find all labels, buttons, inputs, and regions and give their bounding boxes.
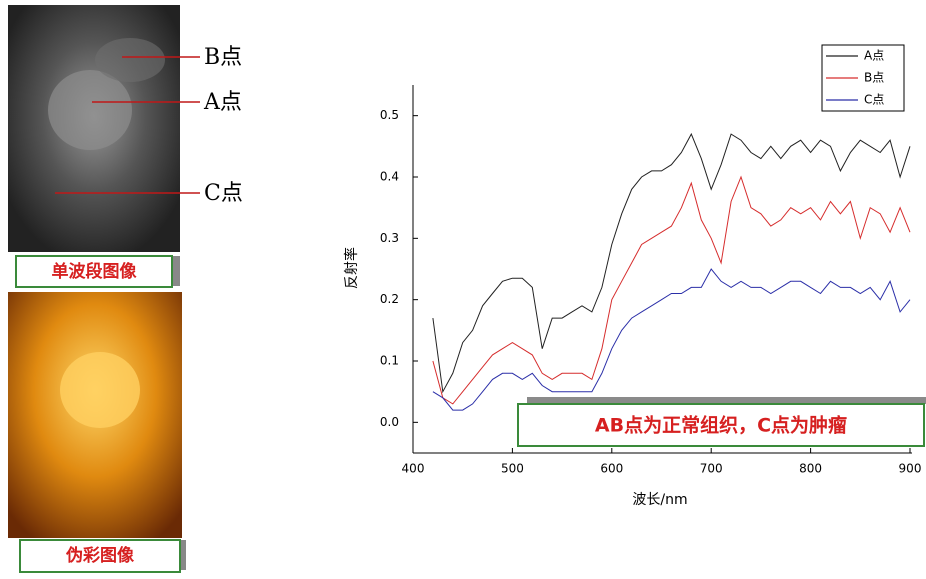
series-line xyxy=(433,269,910,410)
point-label: B点 xyxy=(204,45,242,70)
point-label: A点 xyxy=(203,90,242,115)
series-line xyxy=(433,134,910,392)
y-tick-label: 0.1 xyxy=(380,354,399,368)
y-tick-label: 0.0 xyxy=(380,415,399,429)
caption: 伪彩图像 xyxy=(65,545,135,566)
legend-label: B点 xyxy=(864,71,884,85)
caption-shadow xyxy=(172,256,180,286)
annotation-shadow xyxy=(527,397,926,404)
page: 单波段图像 伪彩图像 B点 A点 C点 波长/nm 反射率 400 500 600 7… xyxy=(0,0,926,579)
pseudo-image-detail xyxy=(60,352,140,428)
point-label: C点 xyxy=(204,181,243,206)
series-line xyxy=(433,177,910,404)
x-axis-label: 波长/nm xyxy=(632,492,687,508)
y-axis-label: 反射率 xyxy=(343,247,360,289)
y-tick-label: 0.4 xyxy=(380,170,399,184)
x-tick-label: 600 xyxy=(600,462,623,476)
legend-label: A点 xyxy=(864,49,884,63)
caption: 单波段图像 xyxy=(52,261,138,282)
canvas: 单波段图像 伪彩图像 B点 A点 C点 波长/nm 反射率 400 500 600 7… xyxy=(0,0,926,575)
y-tick-label: 0.2 xyxy=(380,292,399,306)
legend-label: C点 xyxy=(864,93,884,107)
annotation: AB点为正常组织，C点为肿瘤 xyxy=(595,414,847,437)
x-tick-label: 900 xyxy=(899,462,922,476)
y-tick-label: 0.3 xyxy=(380,231,399,245)
gray-image-detail xyxy=(48,70,132,150)
y-tick-label: 0.5 xyxy=(380,108,399,122)
x-tick-label: 500 xyxy=(501,462,524,476)
gray-image-detail xyxy=(95,38,165,82)
x-tick-label: 400 xyxy=(402,462,425,476)
x-tick-label: 800 xyxy=(799,462,822,476)
x-tick-label: 700 xyxy=(700,462,723,476)
